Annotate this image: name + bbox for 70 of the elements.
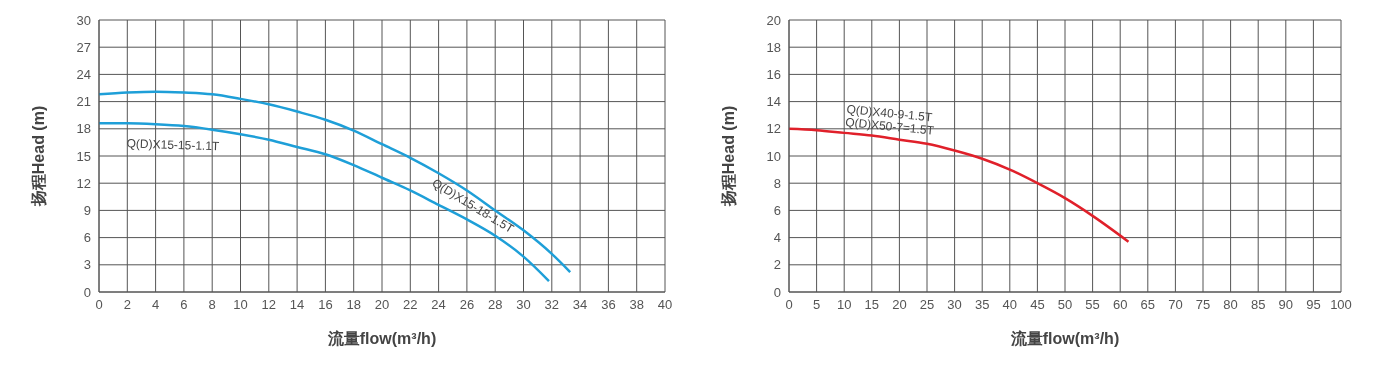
x-tick-label: 15 bbox=[864, 297, 880, 313]
x-axis-title: 流量flow(m³/h) bbox=[326, 329, 437, 347]
x-tick-label: 60 bbox=[1112, 297, 1128, 313]
x-tick-label: 65 bbox=[1140, 297, 1156, 313]
y-tick-label: 24 bbox=[76, 67, 91, 83]
y-tick-label: 14 bbox=[766, 94, 781, 110]
x-tick-label: 22 bbox=[403, 297, 418, 313]
x-tick-label: 10 bbox=[836, 297, 852, 313]
y-tick-label: 9 bbox=[83, 203, 91, 219]
y-tick-label: 2 bbox=[773, 257, 781, 273]
x-tick-label: 20 bbox=[374, 297, 390, 313]
y-tick-label: 0 bbox=[773, 284, 781, 300]
y-tick-label: 15 bbox=[76, 148, 91, 164]
line-series bbox=[99, 122, 551, 283]
x-tick-label: 14 bbox=[289, 297, 305, 313]
y-axis-title: 扬程Head (m) bbox=[29, 105, 47, 208]
x-tick-label: 45 bbox=[1030, 297, 1045, 313]
x-tick-label: 90 bbox=[1278, 297, 1294, 313]
y-tick-label: 18 bbox=[766, 39, 781, 55]
y-tick-label: 6 bbox=[773, 203, 781, 219]
x-tick-label: 34 bbox=[572, 297, 588, 313]
y-tick-label: 27 bbox=[76, 39, 91, 55]
y-tick-label: 20 bbox=[766, 12, 781, 28]
x-tick-label: 0 bbox=[785, 297, 793, 313]
x-tick-label: 36 bbox=[601, 297, 616, 313]
x-axis-title: 流量flow(m³/h) bbox=[1009, 329, 1120, 347]
y-tick-label: 0 bbox=[83, 284, 91, 300]
y-axis-title: 扬程Head (m) bbox=[719, 105, 737, 208]
x-tick-label: 16 bbox=[318, 297, 333, 313]
line-series bbox=[99, 90, 572, 274]
x-tick-label: 35 bbox=[974, 297, 990, 313]
x-tick-label: 30 bbox=[516, 297, 531, 313]
x-tick-label: 80 bbox=[1223, 297, 1238, 313]
y-tick-label: 10 bbox=[766, 148, 781, 164]
x-tick-label: 30 bbox=[947, 297, 962, 313]
y-tick-label: 18 bbox=[76, 121, 91, 137]
y-tick-label: 8 bbox=[773, 175, 781, 191]
x-tick-label: 100 bbox=[1330, 297, 1352, 313]
x-tick-label: 24 bbox=[431, 297, 446, 313]
x-tick-label: 32 bbox=[544, 297, 560, 313]
x-tick-label: 95 bbox=[1306, 297, 1321, 313]
x-tick-label: 8 bbox=[208, 297, 216, 313]
x-tick-label: 2 bbox=[123, 297, 131, 313]
x-tick-label: 40 bbox=[657, 297, 673, 313]
x-tick-label: 18 bbox=[346, 297, 361, 313]
x-tick-label: 4 bbox=[151, 297, 160, 313]
x-tick-label: 85 bbox=[1250, 297, 1266, 313]
y-tick-label: 12 bbox=[766, 121, 781, 137]
x-tick-label: 70 bbox=[1168, 297, 1183, 313]
y-tick-label: 6 bbox=[83, 230, 91, 246]
x-tick-label: 10 bbox=[233, 297, 248, 313]
x-tick-label: 12 bbox=[261, 297, 277, 313]
x-tick-label: 40 bbox=[1002, 297, 1018, 313]
x-tick-label: 75 bbox=[1195, 297, 1211, 313]
y-tick-label: 21 bbox=[76, 94, 91, 110]
y-tick-label: 3 bbox=[83, 257, 91, 273]
y-tick-label: 12 bbox=[76, 175, 91, 191]
x-tick-label: 26 bbox=[459, 297, 475, 313]
x-tick-label: 55 bbox=[1085, 297, 1100, 313]
x-tick-label: 6 bbox=[180, 297, 188, 313]
x-tick-label: 20 bbox=[892, 297, 907, 313]
x-tick-label: 0 bbox=[95, 297, 103, 313]
x-tick-label: 25 bbox=[919, 297, 935, 313]
x-tick-label: 50 bbox=[1057, 297, 1073, 313]
y-tick-label: 30 bbox=[76, 12, 91, 28]
x-tick-label: 5 bbox=[812, 297, 821, 313]
y-tick-label: 4 bbox=[773, 230, 781, 246]
x-tick-label: 28 bbox=[487, 297, 503, 313]
x-tick-label: 38 bbox=[629, 297, 644, 313]
y-tick-label: 16 bbox=[766, 67, 781, 83]
